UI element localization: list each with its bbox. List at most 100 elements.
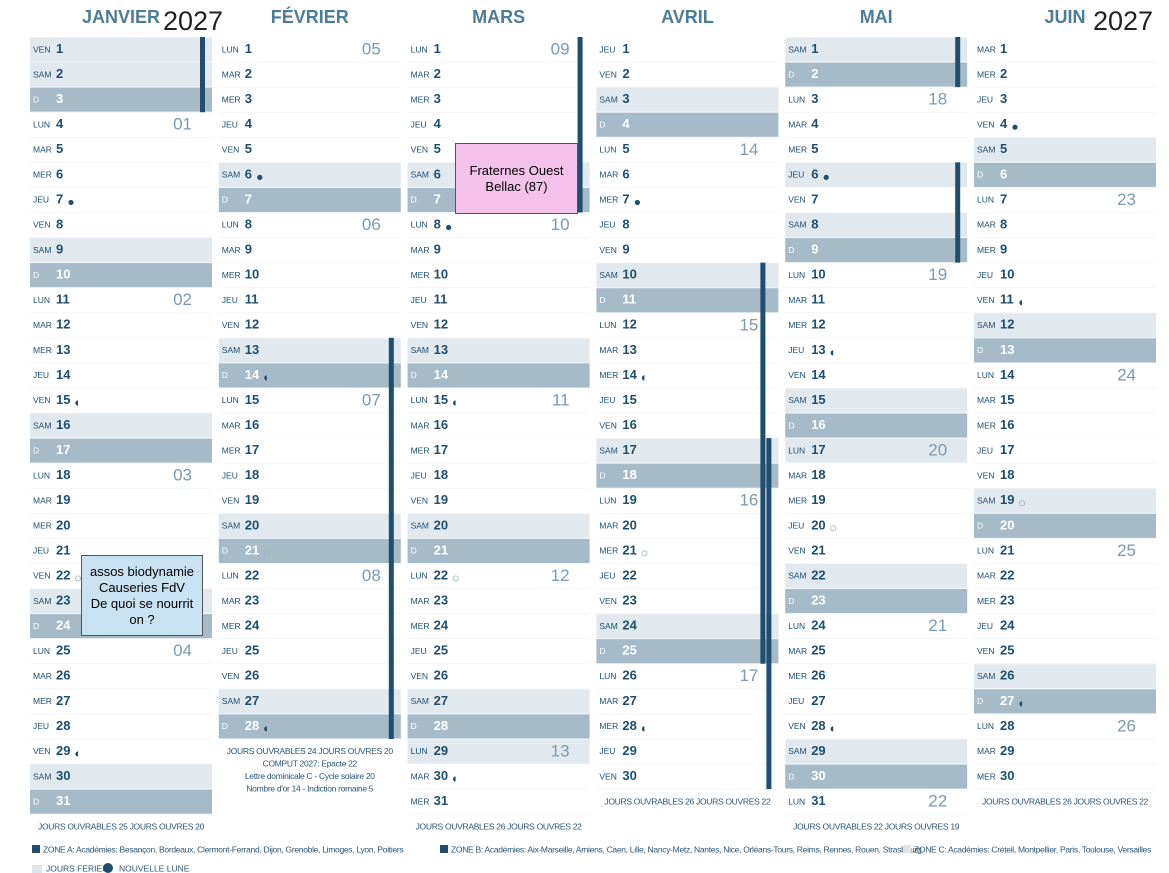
weekday: MAR	[788, 119, 807, 129]
month-name: JANVIER	[82, 7, 160, 27]
day-number: 3	[56, 91, 63, 106]
day-number: 7	[245, 191, 252, 206]
day-number: 3	[245, 91, 252, 106]
weekday: SAM	[788, 571, 806, 581]
day-number: 5	[1000, 141, 1007, 156]
weekday: VEN	[222, 496, 239, 506]
weekday: LUN	[33, 295, 50, 305]
weekday: VEN	[222, 671, 239, 681]
day-number: 22	[434, 567, 448, 582]
day-shade	[974, 338, 1156, 363]
vacation-bar	[760, 262, 766, 664]
day-shade	[785, 388, 968, 413]
weekday: MAR	[33, 145, 52, 155]
new-moon-swatch	[103, 863, 113, 873]
day-number: 12	[56, 317, 70, 332]
day-number: 31	[56, 793, 70, 808]
day-number: 18	[434, 467, 448, 482]
day-number: 6	[622, 166, 629, 181]
day-number: 22	[811, 567, 825, 582]
day-number: 4	[434, 116, 442, 131]
weekday: SAM	[222, 345, 240, 355]
month-footer: JOURS OUVRABLES 22 JOURS OUVRES 19	[793, 821, 960, 831]
moon-new	[1012, 124, 1018, 130]
weekday: JEU	[411, 470, 427, 480]
weekday: VEN	[222, 145, 239, 155]
week-number: 08	[362, 566, 381, 585]
weekday: MER	[977, 596, 996, 606]
day-shade	[974, 664, 1156, 689]
day-number: 4	[622, 116, 630, 131]
day-number: 28	[56, 718, 70, 733]
weekday: D	[788, 420, 794, 430]
day-number: 8	[811, 216, 818, 231]
day-shade	[596, 87, 779, 112]
weekday: LUN	[977, 195, 994, 205]
moon-new	[446, 224, 452, 231]
day-number: 27	[1000, 693, 1014, 708]
day-shade	[30, 764, 212, 789]
zone-a-legend: ZONE A: Académies: Besançon, Bordeaux, C…	[43, 844, 403, 854]
weekday: MER	[222, 270, 241, 280]
day-number: 24	[622, 618, 637, 633]
weekday: D	[977, 521, 983, 531]
day-number: 2	[1000, 66, 1007, 81]
day-number: 26	[56, 668, 70, 683]
day-number: 3	[811, 91, 818, 106]
weekday: JEU	[411, 646, 427, 656]
weekday: D	[222, 370, 228, 380]
weekday: LUN	[977, 546, 994, 556]
weekday: LUN	[788, 796, 805, 806]
day-shade	[596, 263, 779, 288]
note-line: on ?	[129, 611, 155, 627]
moon-quarter	[641, 726, 645, 732]
day-number: 26	[1000, 668, 1014, 683]
day-number: 9	[434, 241, 441, 256]
week-number: 01	[173, 115, 192, 134]
day-number: 11	[1000, 292, 1014, 307]
weekday: SAM	[788, 220, 806, 230]
moon-full	[830, 525, 837, 532]
day-number: 2	[245, 66, 252, 81]
weekday: D	[788, 596, 794, 606]
day-number: 17	[811, 442, 825, 457]
day-number: 5	[622, 141, 629, 156]
day-number: 22	[622, 567, 636, 582]
day-number: 20	[245, 517, 259, 532]
week-number: 15	[739, 315, 758, 334]
day-number: 16	[1000, 417, 1014, 432]
week-number: 12	[551, 566, 570, 585]
day-number: 24	[434, 618, 449, 633]
day-shade	[407, 513, 590, 538]
vacation-bar	[955, 37, 961, 88]
day-number: 21	[245, 542, 259, 557]
day-shade	[596, 112, 779, 137]
weekday: D	[411, 370, 417, 380]
weekday: D	[222, 546, 228, 556]
week-number: 11	[552, 390, 570, 409]
weekday: SAM	[599, 94, 617, 104]
day-shade	[30, 263, 212, 288]
day-shade	[218, 689, 401, 714]
weekday: D	[411, 721, 417, 731]
weekday: MER	[977, 245, 996, 255]
weekday: MAR	[599, 521, 618, 531]
month-footer: JOURS OUVRABLES 25 JOURS OUVRES 20	[38, 821, 205, 831]
weekday: JEU	[599, 571, 615, 581]
weekday: SAM	[33, 420, 51, 430]
month-footer: COMPUT 2027: Epacte 22	[263, 759, 358, 769]
week-number: 26	[1117, 716, 1136, 735]
day-number: 19	[622, 492, 636, 507]
moon-new	[68, 199, 74, 206]
day-number: 9	[245, 241, 252, 256]
day-number: 23	[811, 592, 825, 607]
weekday: VEN	[33, 395, 50, 405]
day-shade	[218, 538, 401, 563]
day-shade	[596, 639, 779, 664]
weekday: D	[977, 170, 983, 180]
weekday: D	[33, 270, 39, 280]
zone-c-legend: ZONE C: Académies: Créteil, Montpellier,…	[914, 844, 1151, 854]
weekday: D	[599, 646, 605, 656]
day-number: 1	[434, 41, 441, 56]
